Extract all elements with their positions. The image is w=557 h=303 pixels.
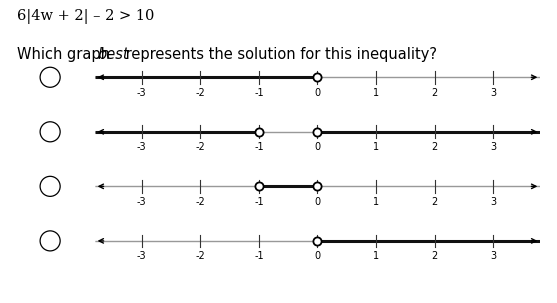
Text: -1: -1 xyxy=(254,251,263,261)
Text: represents the solution for this inequality?: represents the solution for this inequal… xyxy=(121,47,437,62)
Text: 0: 0 xyxy=(315,142,320,152)
Point xyxy=(313,129,322,134)
Text: 2: 2 xyxy=(432,197,438,207)
Text: -2: -2 xyxy=(196,251,205,261)
Text: best: best xyxy=(97,47,129,62)
Text: 1: 1 xyxy=(373,197,379,207)
Point xyxy=(255,129,263,134)
Text: 3: 3 xyxy=(490,88,496,98)
Text: 0: 0 xyxy=(315,251,320,261)
Text: 3: 3 xyxy=(490,197,496,207)
Text: -1: -1 xyxy=(254,142,263,152)
Text: -2: -2 xyxy=(196,197,205,207)
Text: -2: -2 xyxy=(196,88,205,98)
Point xyxy=(313,75,322,80)
Text: 6|4w + 2| – 2 > 10: 6|4w + 2| – 2 > 10 xyxy=(17,9,154,24)
Text: 3: 3 xyxy=(490,251,496,261)
Text: 2: 2 xyxy=(432,88,438,98)
Point xyxy=(313,238,322,243)
Text: 1: 1 xyxy=(373,251,379,261)
Text: -3: -3 xyxy=(137,197,146,207)
Text: -3: -3 xyxy=(137,88,146,98)
Text: 0: 0 xyxy=(315,197,320,207)
Text: 2: 2 xyxy=(432,142,438,152)
Text: Which graph: Which graph xyxy=(17,47,114,62)
Text: -2: -2 xyxy=(196,142,205,152)
Text: -1: -1 xyxy=(254,197,263,207)
Text: 3: 3 xyxy=(490,142,496,152)
Text: 1: 1 xyxy=(373,88,379,98)
Text: 1: 1 xyxy=(373,142,379,152)
Point xyxy=(313,184,322,189)
Point xyxy=(255,184,263,189)
Text: 0: 0 xyxy=(315,88,320,98)
Text: -1: -1 xyxy=(254,88,263,98)
Text: -3: -3 xyxy=(137,251,146,261)
Text: 2: 2 xyxy=(432,251,438,261)
Text: -3: -3 xyxy=(137,142,146,152)
